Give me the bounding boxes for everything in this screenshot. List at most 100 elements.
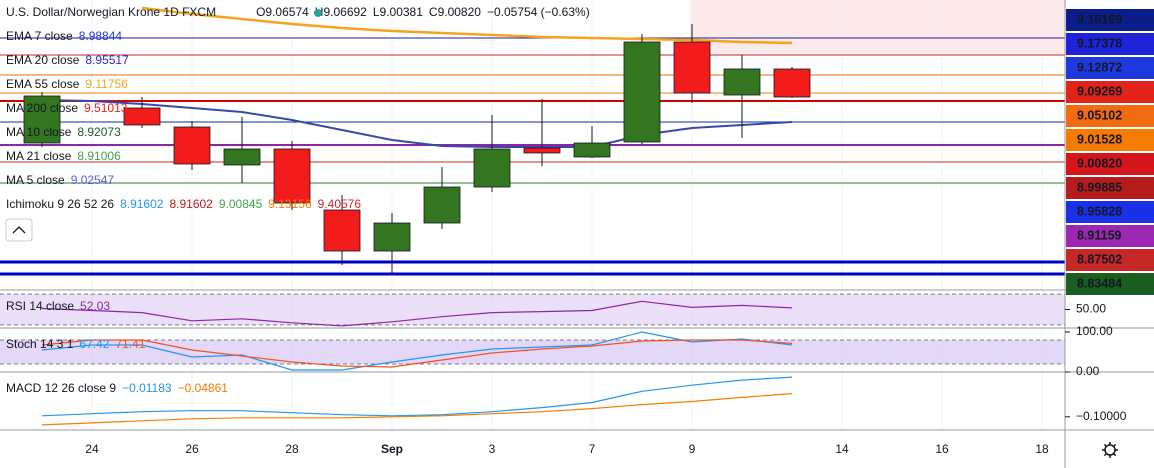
x-tick-label: 14 xyxy=(835,442,849,456)
indicator-name: EMA 20 close xyxy=(6,53,80,67)
candle-body xyxy=(423,186,461,224)
indicator-name: MA 21 close xyxy=(6,149,72,163)
candle-body xyxy=(223,148,261,166)
price-label: 8.99885 xyxy=(1077,180,1122,194)
pane-value: 71.41 xyxy=(115,337,145,351)
candle-body xyxy=(623,41,661,143)
indicator-name: EMA 55 close xyxy=(6,77,80,91)
x-tick-label: 7 xyxy=(589,442,596,456)
indicator-legend: MA 21 close 8.91006 xyxy=(6,149,121,163)
x-tick-label: 26 xyxy=(185,442,199,456)
candle-body xyxy=(373,222,411,252)
price-label-box xyxy=(1066,249,1154,271)
pane-value: −0.01183 xyxy=(122,381,172,395)
pane-value: 67.42 xyxy=(79,337,109,351)
chart-header: U.S. Dollar/Norwegian Krone 1D FXCM O9.06… xyxy=(6,5,590,19)
indicator-legend: EMA 20 close 8.95517 xyxy=(6,53,129,67)
indicator-value: 9.13156 xyxy=(268,197,312,211)
indicator-value: 9.00845 xyxy=(219,197,263,211)
price-label: 9.05102 xyxy=(1077,108,1122,122)
price-label: 9.01528 xyxy=(1077,132,1122,146)
price-axis: 9.18169 9.17378 9.12872 9.09269 9.05102 9.015… xyxy=(1066,9,1154,295)
y-tick-label: 100.00 xyxy=(1076,324,1113,338)
candle-body xyxy=(123,107,161,126)
x-tick-label: 16 xyxy=(935,442,949,456)
x-tick-label: 9 xyxy=(689,442,696,456)
price-label-box xyxy=(1066,273,1154,295)
series-line xyxy=(41,339,793,368)
indicator-value: 8.98844 xyxy=(79,29,123,43)
price-label-box xyxy=(1066,105,1154,127)
indicator-legend: EMA 7 close 8.98844 xyxy=(6,29,122,43)
price-label: 9.00820 xyxy=(1077,156,1122,170)
plot xyxy=(0,6,1065,426)
pane-value: −0.04861 xyxy=(178,381,229,395)
indicator-legend: Ichimoku 9 26 52 26 8.91602 8.91602 9.00845… xyxy=(6,197,361,211)
candle-body xyxy=(773,68,811,98)
pane-legend: MACD 12 26 close 9 −0.01183 −0.04861 xyxy=(6,381,228,395)
price-label-box xyxy=(1066,9,1154,31)
collapse-button[interactable] xyxy=(5,218,33,242)
price-label-box xyxy=(1066,81,1154,103)
y-tick-label: 0.00 xyxy=(1076,364,1100,378)
series-line xyxy=(141,6,793,45)
indicator-name: MA 10 close xyxy=(6,125,72,139)
price-label-box xyxy=(1066,177,1154,199)
price-label: 8.83484 xyxy=(1077,276,1122,290)
indicator-value: 8.91006 xyxy=(77,149,121,163)
settings-gear[interactable] xyxy=(1102,442,1118,458)
pane-value: 52.03 xyxy=(80,299,110,313)
ohlc-value: L9.00381 xyxy=(373,5,423,19)
price-label: 9.12872 xyxy=(1077,60,1122,74)
price-label-box xyxy=(1066,33,1154,55)
indicator-value: 8.91602 xyxy=(169,197,213,211)
price-label: 8.87502 xyxy=(1077,252,1122,266)
x-tick-label: 24 xyxy=(85,442,99,456)
indicator-legend: MA 10 close 8.92073 xyxy=(6,125,121,139)
price-label: 9.17378 xyxy=(1077,36,1122,50)
price-label: 9.18169 xyxy=(1077,12,1122,26)
price-label-box xyxy=(1066,201,1154,223)
candle-body xyxy=(473,148,511,188)
indicator-legend: MA 5 close 9.02547 xyxy=(6,173,114,187)
price-label: 8.95828 xyxy=(1077,204,1122,218)
indicator-value: 8.91602 xyxy=(120,197,164,211)
x-tick-label: Sep xyxy=(381,442,403,456)
price-label-box xyxy=(1066,129,1154,151)
band xyxy=(0,294,1065,325)
candle-body xyxy=(323,209,361,252)
collapse-icon xyxy=(12,226,26,234)
x-tick-label: 18 xyxy=(1035,442,1049,456)
series-line xyxy=(41,331,793,371)
band xyxy=(0,340,1065,364)
spacer: O9.06574 xyxy=(256,5,309,19)
candle-body xyxy=(23,95,61,144)
price-label-box xyxy=(1066,153,1154,175)
pane-label: Stoch 14 3 1 xyxy=(6,337,74,351)
indicator-name: MA 200 close xyxy=(6,101,78,115)
pane-label: MACD 12 26 close 9 xyxy=(6,381,116,395)
indicator-name: MA 5 close xyxy=(6,173,65,187)
indicator-value: 9.11756 xyxy=(85,77,128,91)
indicator-value: 9.02547 xyxy=(71,173,115,187)
pane-legend: Stoch 14 3 1 67.42 71.41 xyxy=(6,337,146,351)
price-label-box xyxy=(1066,57,1154,79)
indicator-name: EMA 7 close xyxy=(6,29,73,43)
pane-label: RSI 14 close xyxy=(6,299,74,313)
series-line xyxy=(41,300,793,327)
indicator-value: 9.40576 xyxy=(318,197,362,211)
candle-body xyxy=(273,148,311,204)
price-label-box xyxy=(1066,225,1154,247)
indicator-value: 9.51013 xyxy=(84,101,128,115)
candle-body xyxy=(673,41,711,94)
ohlc-value: −0.05754 (−0.63%) xyxy=(487,5,590,19)
candle-body xyxy=(173,126,211,165)
y-tick-label: −0.10000 xyxy=(1076,409,1127,423)
x-tick-label: 3 xyxy=(489,442,496,456)
chart-title: U.S. Dollar/Norwegian Krone 1D FXCM xyxy=(6,5,216,19)
candle-body xyxy=(723,68,761,96)
price-label: 8.91159 xyxy=(1077,228,1122,242)
